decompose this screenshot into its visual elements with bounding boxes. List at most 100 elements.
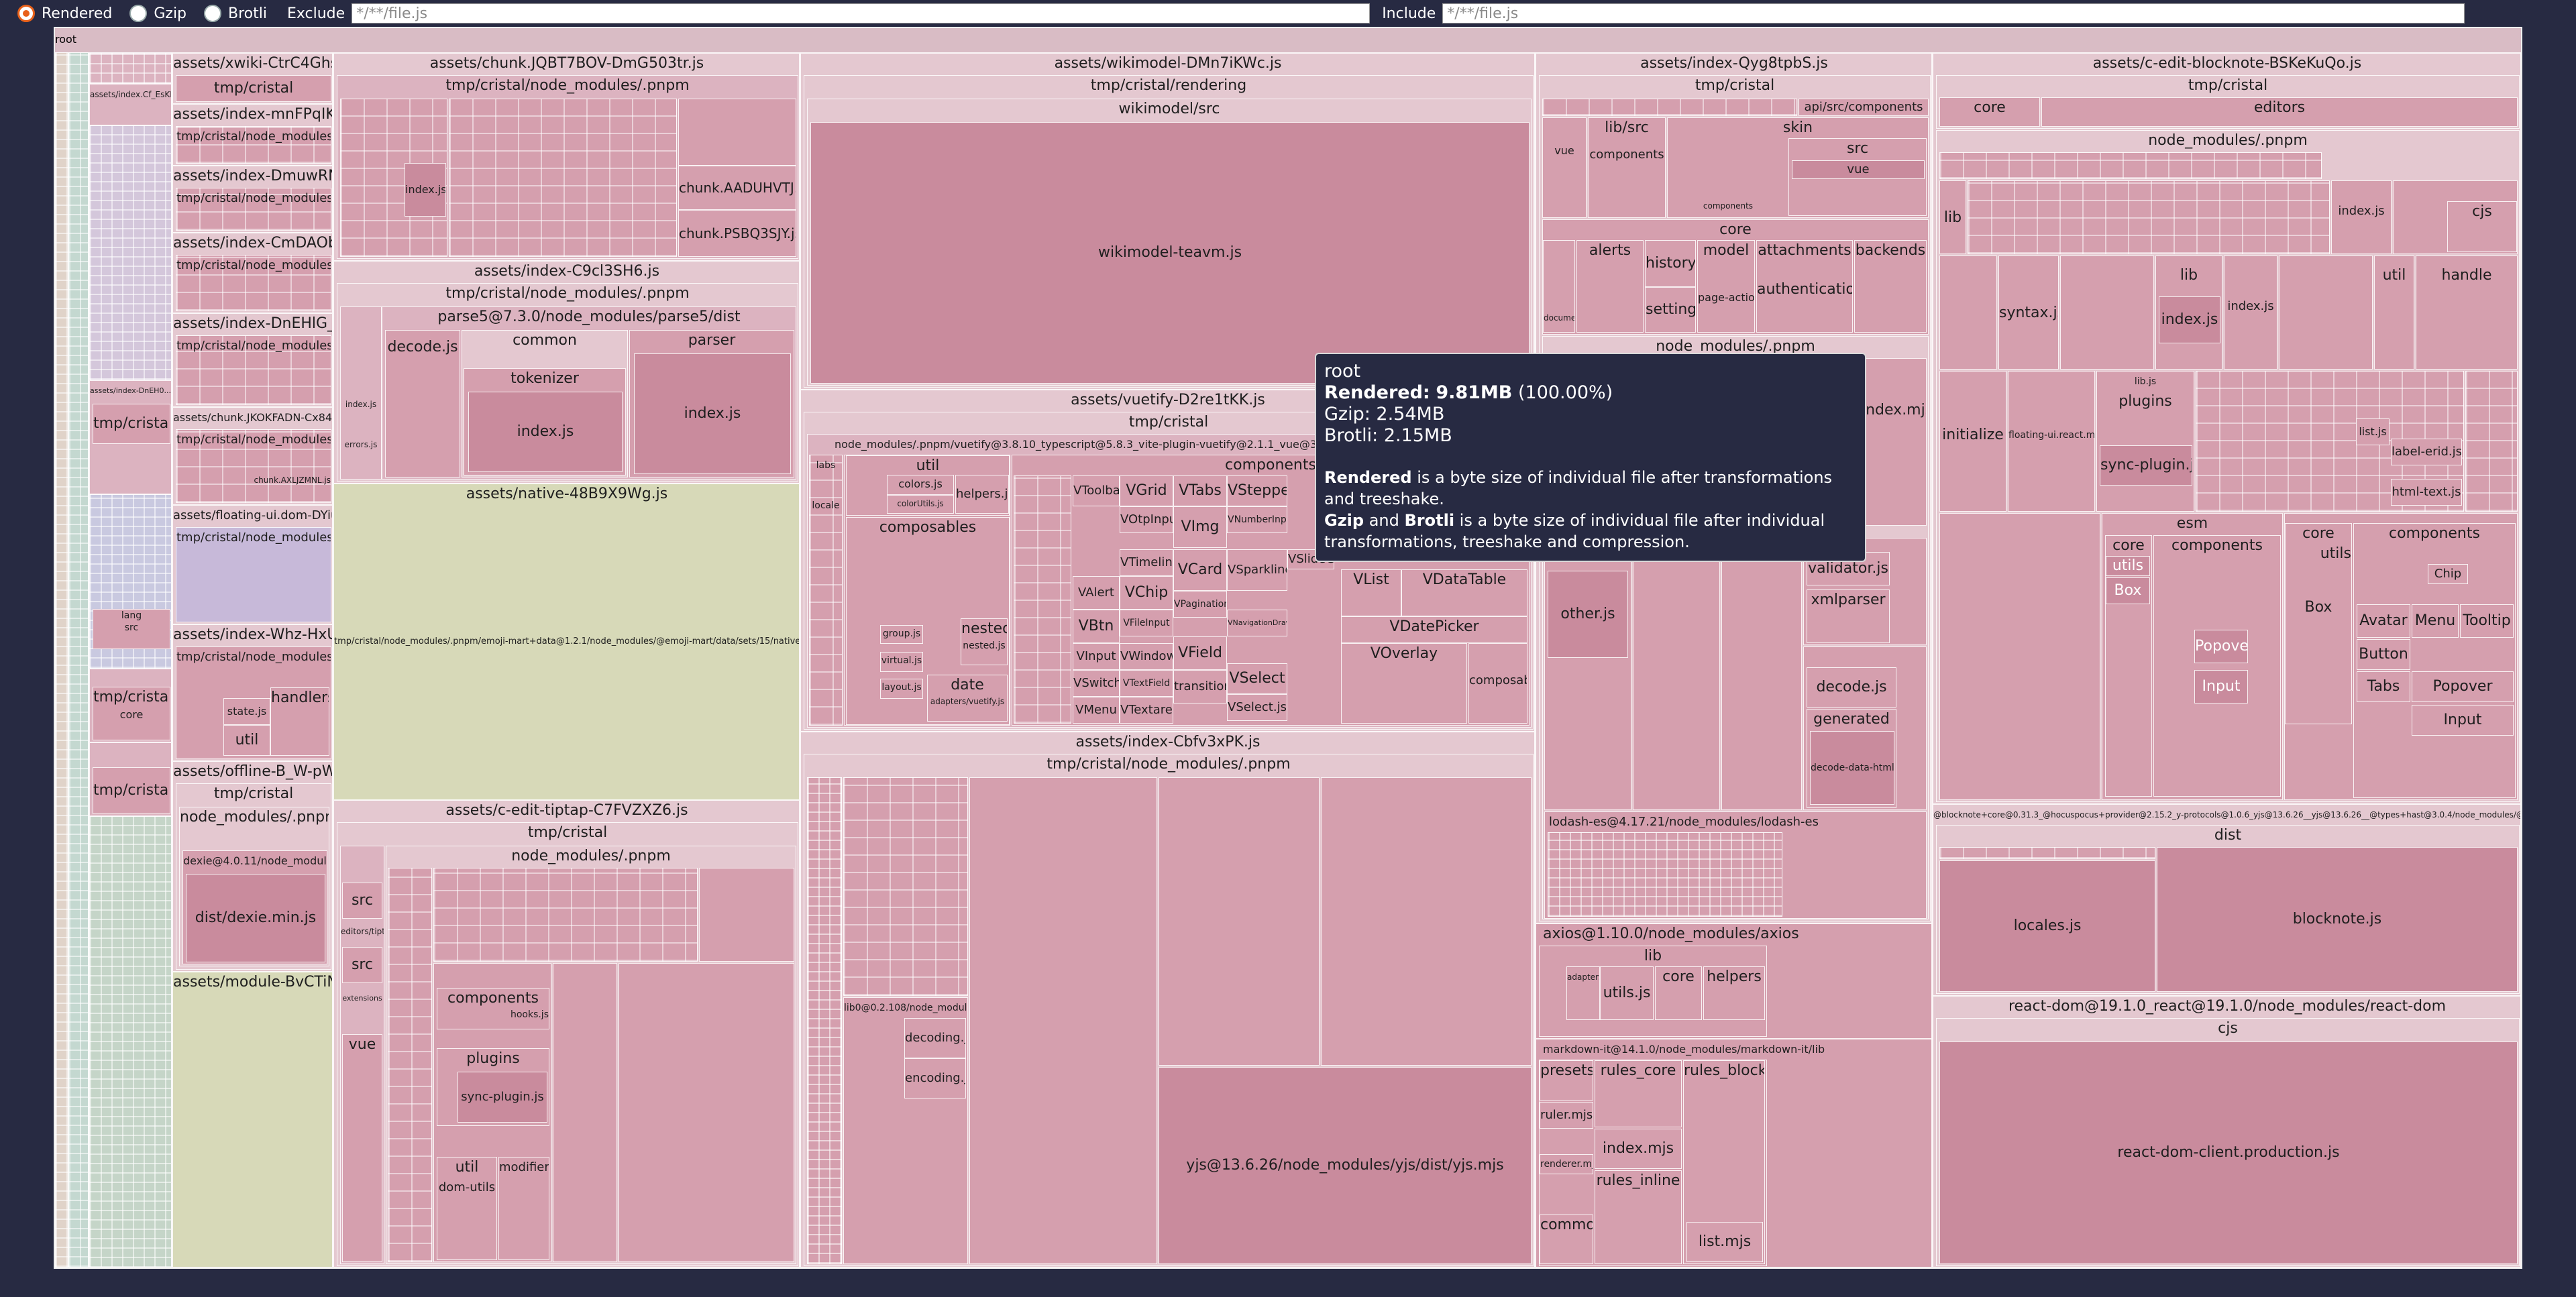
treemap-node[interactable]: assets/index-Whz-HxUf.js tmp/cristal/nod… [172, 624, 332, 761]
treemap-node[interactable]: VDatePicker [1341, 616, 1527, 643]
treemap-node[interactable]: assets/index-CmDAOb86.js tmp/cristal/nod… [172, 233, 332, 313]
treemap-node[interactable]: assets/chunk.JKOKFADN-Cx84Ovpj.js tmp/cr… [172, 407, 332, 505]
treemap-node[interactable]: assets/index-DmuwRN4j.js tmp/cristal/nod… [172, 166, 332, 233]
treemap-node[interactable]: cjs [2393, 180, 2518, 254]
treemap-node[interactable]: decode.js generated decode-data-html.js [1803, 646, 1927, 810]
treemap-node[interactable]: tmp/cristal/node_modules/.pnpm [176, 255, 331, 311]
treemap-node[interactable]: util [223, 725, 270, 756]
treemap-node[interactable]: initialize [1939, 371, 2006, 512]
treemap-node[interactable]: assets/offline-B_W-pWub.js tmp/cristal n… [172, 761, 332, 972]
treemap-node[interactable]: rules_block list.mjs [1683, 1060, 1765, 1264]
treemap-node[interactable]: tmp/cristal core [89, 669, 171, 742]
treemap-node[interactable]: components hooks.js [437, 988, 549, 1029]
treemap-node[interactable]: sync-plugin.js [2100, 445, 2192, 486]
column-assets-a[interactable]: assets/xwiki-CtrC4Ghs.js tmp/cristal ass… [172, 52, 333, 1267]
treemap-node[interactable]: assets/xwiki-CtrC4Ghs.js tmp/cristal [172, 53, 332, 104]
treemap-node[interactable]: cjs [2447, 201, 2517, 252]
treemap-node[interactable]: alerts [1576, 240, 1644, 333]
treemap-node[interactable]: settings [1645, 287, 1696, 333]
treemap-node[interactable] [1939, 513, 2100, 800]
treemap-node[interactable]: core [1939, 97, 2040, 127]
treemap-node[interactable]: VList [1341, 569, 1401, 616]
treemap-node[interactable]: state.js [223, 698, 270, 725]
treemap-node[interactable]: dist locales.js blocknote.js [1936, 825, 2520, 994]
treemap-node[interactable]: core document alerts history settings mo… [1542, 219, 1929, 335]
column-assets-e[interactable]: assets/c-edit-blocknote-BSKeKuQo.js tmp/… [1932, 52, 2521, 1267]
treemap-node[interactable]: labs locale [809, 455, 843, 726]
treemap-node[interactable]: backends [1854, 240, 1927, 333]
treemap-node[interactable]: Popover [2194, 630, 2248, 663]
treemap-node[interactable]: node_modules/.pnpm dexie@4.0.11/node_mod… [179, 807, 329, 966]
treemap-node[interactable]: VTextarea [1120, 697, 1173, 724]
treemap-node[interactable]: decode-data-html.js [1810, 731, 1894, 805]
treemap-node[interactable]: assets/index-DnEH0...QiGNmdi.js tmp/cris… [89, 380, 171, 494]
treemap-node[interactable]: components Popover Input [2153, 535, 2281, 797]
treemap-node[interactable]: VOtpInput [1120, 506, 1173, 533]
treemap-node[interactable]: tmp/cristal/node_modules/.pnpm state.js … [176, 646, 331, 759]
exclude-input[interactable] [352, 3, 1371, 23]
treemap-node[interactable] [2465, 371, 2518, 512]
treemap-node[interactable]: history [1645, 240, 1696, 287]
treemap-node[interactable] [1939, 152, 2322, 179]
treemap-node[interactable]: core utils Box components Chip Avatar Me… [2284, 513, 2518, 800]
treemap-node[interactable]: assets/index-mnFPqIKm.js tmp/cristal/nod… [172, 104, 332, 166]
treemap-node[interactable]: date adapters/vuetify.js [927, 675, 1008, 722]
treemap-node[interactable] [2060, 256, 2154, 370]
treemap-node[interactable]: index.js errors.js [340, 306, 382, 480]
treemap-node[interactable]: index.js [2224, 256, 2277, 370]
treemap-node[interactable] [1542, 99, 1797, 116]
treemap-node[interactable] [2279, 256, 2373, 370]
treemap-node[interactable]: rules_core [1595, 1060, 1682, 1127]
treemap-node[interactable]: decode.js [385, 330, 460, 477]
treemap-node[interactable]: tmp/cristal [89, 742, 171, 816]
treemap-node[interactable]: VSparkline [1227, 549, 1287, 591]
treemap-node[interactable]: index.js [634, 353, 791, 474]
treemap-node[interactable]: VTextField [1120, 670, 1173, 697]
treemap-node[interactable]: tokenizer index.js [464, 368, 626, 475]
treemap-node[interactable] [553, 963, 617, 1262]
treemap-node[interactable]: lib.js plugins sync-plugin.js [2096, 371, 2194, 512]
treemap-node[interactable]: tmp/cristal [93, 767, 170, 814]
treemap-node[interactable]: types other.js [1544, 538, 1631, 810]
treemap-node[interactable]: list.mjs [1686, 1222, 1763, 1262]
treemap-node[interactable]: Input [2412, 705, 2514, 736]
treemap-node[interactable]: src editors/tiptap src extensions vue [340, 846, 384, 1264]
treemap-node[interactable]: xmlparser [1807, 589, 1890, 643]
treemap-node[interactable]: rules_inline [1595, 1170, 1682, 1264]
treemap-node[interactable]: renderer.mjs [1540, 1154, 1593, 1174]
treemap-node[interactable]: utils [2106, 556, 2150, 576]
treemap-node[interactable] [388, 868, 432, 1262]
treemap-node[interactable]: VTabs [1173, 475, 1227, 506]
treemap-node[interactable]: components Chip Avatar Menu Tooltip Butt… [2353, 523, 2516, 798]
treemap-node[interactable]: VGrid [1120, 475, 1173, 506]
treemap-node[interactable]: ruler.mjs [1540, 1102, 1593, 1129]
treemap-node[interactable]: lib adapters utils.js core helpers [1539, 946, 1767, 1037]
treemap-node[interactable]: vue [1792, 160, 1925, 179]
treemap-node[interactable]: axios@1.10.0/node_modules/axios lib adap… [1536, 923, 1931, 1039]
treemap-node[interactable]: tmp/cristal [176, 75, 331, 102]
treemap-node[interactable] [678, 99, 796, 166]
treemap-node[interactable]: core utils Box [2285, 523, 2352, 724]
treemap-node[interactable]: util [2374, 256, 2414, 370]
treemap-node[interactable]: other.js [1548, 571, 1628, 658]
treemap-node[interactable]: wikimodel/src wikimodel-teavm.js [807, 99, 1532, 386]
treemap-node[interactable]: composables group.js virtual.js nested ne… [846, 517, 1010, 725]
treemap-node[interactable]: node_modules/.pnpm/vuetify@3.8.10_typesc… [807, 434, 1532, 728]
treemap-node[interactable]: decoding.js [904, 1018, 966, 1058]
treemap-node[interactable]: core [1655, 966, 1702, 1020]
treemap-node[interactable]: attachments authentication [1756, 240, 1853, 333]
treemap-node[interactable]: list.js label-erid.js html-text.js [2196, 371, 2464, 512]
treemap-node[interactable]: util colors.js colorUtils.js helpers.js [846, 455, 1010, 516]
treemap-node[interactable]: VSelect.js [1227, 694, 1287, 721]
treemap-node[interactable]: index.mjs [1861, 358, 1927, 526]
treemap-node[interactable]: VMenu [1073, 697, 1120, 724]
treemap-node[interactable]: helpers.js [955, 475, 1009, 514]
treemap-node[interactable]: util dom-utils [437, 1157, 497, 1260]
treemap-node[interactable]: Input [2194, 670, 2248, 703]
treemap-node[interactable]: src [342, 883, 382, 919]
mode-brotli-radio[interactable]: Brotli [204, 5, 267, 22]
treemap-node[interactable]: common [1540, 1215, 1593, 1264]
treemap-node[interactable]: lib [1939, 180, 1966, 254]
treemap-node[interactable] [843, 777, 968, 996]
radio-icon[interactable] [129, 5, 148, 22]
